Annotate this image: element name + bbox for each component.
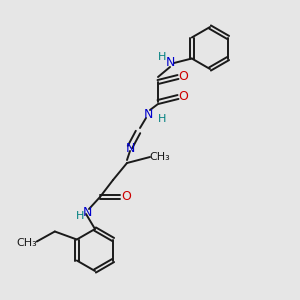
Text: N: N <box>143 109 153 122</box>
Text: O: O <box>178 70 188 83</box>
Text: N: N <box>82 206 92 218</box>
Text: H: H <box>158 52 166 62</box>
Text: H: H <box>158 114 166 124</box>
Text: N: N <box>125 142 135 154</box>
Text: H: H <box>76 211 84 221</box>
Text: CH₃: CH₃ <box>150 152 170 162</box>
Text: O: O <box>121 190 131 203</box>
Text: O: O <box>178 91 188 103</box>
Text: N: N <box>165 56 175 68</box>
Text: CH₃: CH₃ <box>16 238 37 248</box>
